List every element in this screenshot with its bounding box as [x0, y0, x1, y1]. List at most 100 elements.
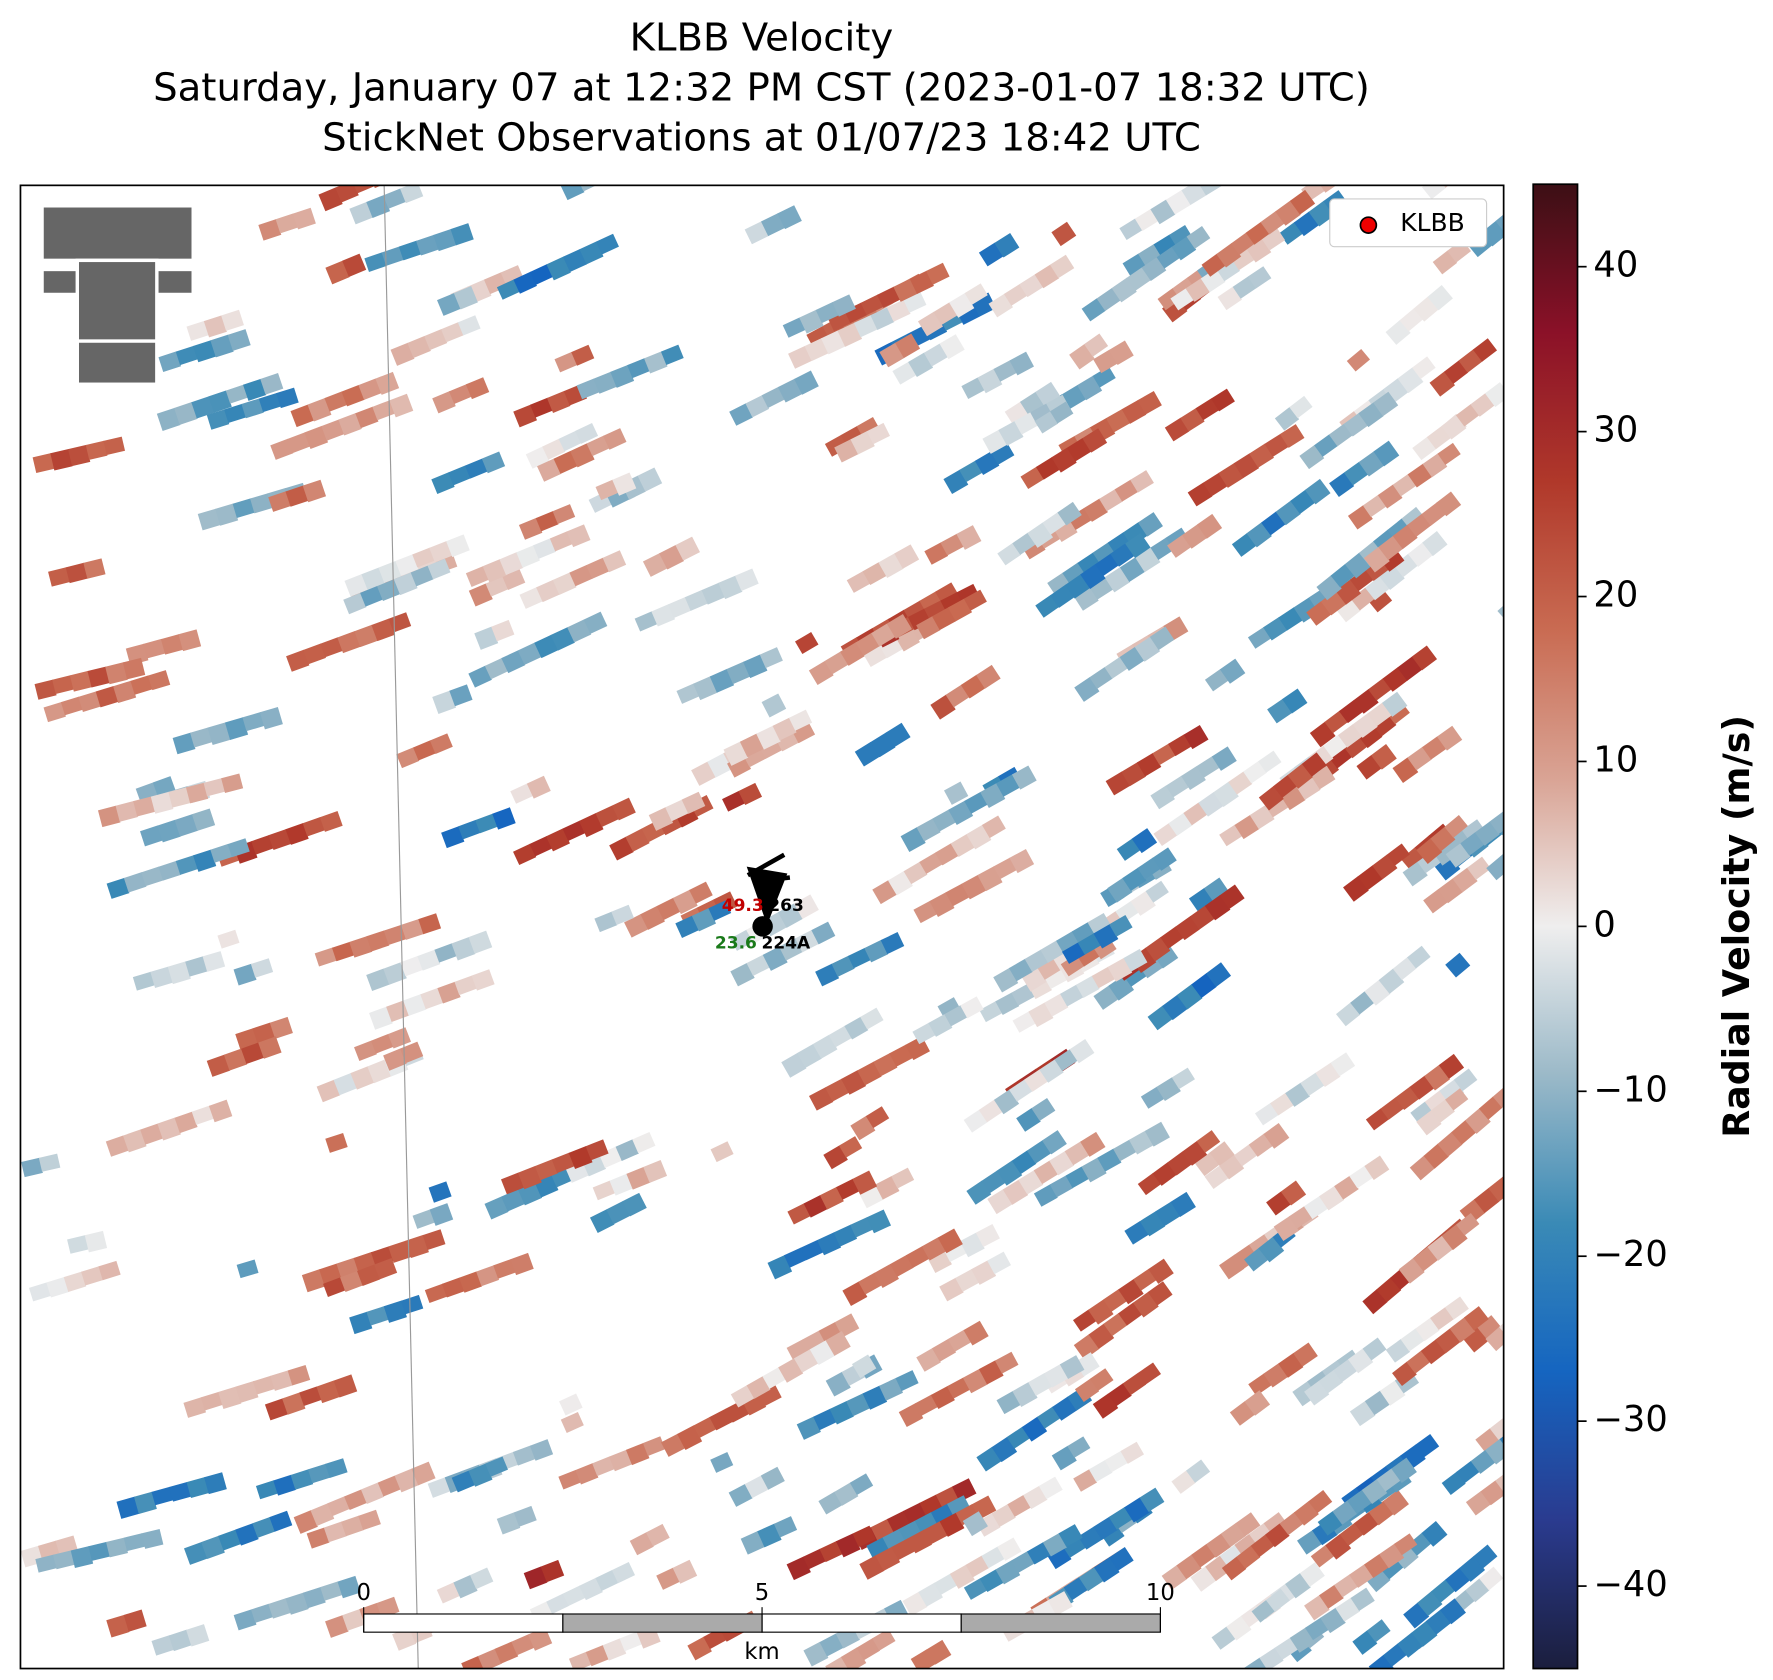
radar-streak	[233, 1575, 361, 1631]
radar-gate	[206, 1054, 231, 1077]
radar-gate	[1324, 710, 1348, 734]
radar-streak	[344, 534, 470, 597]
radar-gate	[383, 1300, 407, 1323]
radar-gate	[1043, 1364, 1069, 1388]
radar-gate	[1011, 983, 1035, 1006]
radar-gate	[1049, 1150, 1075, 1176]
radar-gate	[962, 1368, 988, 1394]
radar-gate	[860, 294, 884, 316]
radar-gate	[1105, 408, 1131, 433]
radar-gate	[1264, 433, 1289, 457]
radar-gate	[60, 696, 83, 716]
radar-streak	[1273, 1155, 1390, 1241]
radar-streak	[996, 1355, 1085, 1415]
radar-streak	[258, 207, 316, 241]
radar-gate	[513, 404, 538, 428]
radar-streak	[1164, 388, 1235, 442]
radar-streak	[559, 1393, 583, 1416]
radar-gate	[1456, 1460, 1480, 1484]
radar-gate	[1234, 1144, 1258, 1167]
radar-gate	[939, 334, 965, 360]
radar-gate	[570, 443, 595, 468]
radar-gate	[1475, 1428, 1500, 1452]
radar-gate	[32, 453, 55, 473]
radar-gate	[1422, 453, 1448, 478]
radar-gate	[1155, 1201, 1181, 1227]
radar-gate	[844, 1016, 869, 1040]
radar-gate	[269, 1016, 293, 1039]
radar-gate	[418, 913, 442, 935]
radar-gate	[1137, 512, 1163, 537]
radar-streak	[67, 1230, 108, 1254]
radar-gate	[1358, 402, 1384, 428]
radar-gate	[1304, 1380, 1330, 1406]
radar-gate	[1397, 656, 1423, 681]
radar-gate	[106, 1614, 130, 1638]
radar-gate	[907, 1529, 933, 1554]
radar-gate	[817, 1232, 842, 1256]
radar-gate	[1357, 865, 1383, 891]
radar-gate	[221, 309, 244, 331]
radar-gate	[43, 701, 66, 723]
radar-gate	[815, 963, 840, 987]
radar-gate	[740, 1531, 765, 1555]
radar-gate	[803, 1195, 828, 1218]
radar-streak	[761, 693, 787, 718]
radar-gate	[994, 232, 1020, 258]
radar-streak	[648, 791, 706, 831]
radar-gate	[993, 857, 1017, 880]
radar-gate	[1066, 437, 1092, 462]
radar-gate	[482, 559, 507, 583]
radar-gate	[1104, 567, 1131, 593]
radar-gate	[383, 962, 407, 985]
radar-gate	[955, 1504, 979, 1526]
radar-gate	[1251, 1599, 1276, 1623]
radar-gate	[629, 1532, 654, 1556]
radar-gate	[824, 651, 849, 675]
radar-gate	[316, 1079, 341, 1103]
radar-gate	[115, 801, 138, 822]
radar-gate	[595, 1569, 619, 1591]
radar-gate	[586, 557, 610, 579]
radar-streak	[1363, 491, 1462, 573]
radar-streak	[710, 1451, 734, 1473]
radar-gate	[1379, 1543, 1405, 1569]
radar-gate	[519, 587, 543, 609]
radar-gate	[834, 1313, 860, 1338]
radar-gate	[857, 1061, 882, 1086]
radar-gate	[1391, 1457, 1417, 1483]
radar-gate	[496, 1512, 521, 1535]
radar-gate	[981, 815, 1006, 839]
radar-gate	[1009, 848, 1035, 874]
radar-gate	[491, 619, 515, 642]
radar-gate	[1145, 937, 1171, 962]
radar-gate	[1119, 646, 1145, 671]
radar-gate	[207, 722, 231, 745]
radar-gate	[1333, 1359, 1358, 1383]
radar-gate	[1282, 688, 1308, 714]
radar-gate	[1444, 815, 1468, 838]
radar-gate	[258, 393, 281, 413]
radar-gate	[596, 233, 619, 255]
radar-gate	[287, 1365, 311, 1386]
radar-gate	[318, 187, 343, 212]
radar-gate	[825, 1078, 850, 1102]
radar-gate	[1274, 406, 1300, 431]
radar-gate	[518, 517, 543, 540]
radar-gate	[974, 451, 1000, 476]
radar-gate	[916, 616, 941, 640]
radar-streak	[902, 1537, 1022, 1617]
radar-gate	[1062, 1536, 1086, 1558]
radar-gate	[887, 870, 913, 896]
radar-gate	[450, 223, 474, 246]
radar-gate	[1347, 1489, 1372, 1514]
radar-gate	[1261, 511, 1286, 536]
radar-gate	[151, 1486, 174, 1506]
radar-streak	[43, 670, 171, 723]
radar-gate	[471, 969, 495, 991]
radar-streak	[786, 1525, 876, 1581]
radar-streak	[808, 614, 912, 686]
radar-gate	[1336, 598, 1361, 623]
radar-gate	[433, 228, 457, 252]
radar-gate	[125, 643, 149, 666]
